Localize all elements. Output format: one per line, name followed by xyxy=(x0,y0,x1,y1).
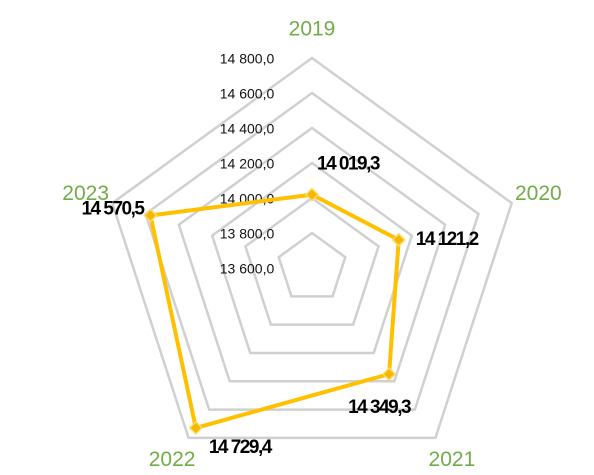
category-label: 2021 xyxy=(429,448,476,471)
value-label: 14 121,2 xyxy=(416,229,479,250)
marker xyxy=(188,420,203,435)
category-label: 2023 xyxy=(62,182,109,205)
marker xyxy=(304,187,320,202)
marker xyxy=(391,232,406,247)
value-label: 14 729,4 xyxy=(209,437,273,458)
grid-ring xyxy=(144,91,480,411)
category-label: 2019 xyxy=(289,18,336,41)
y-tick-label: 14 200,0 xyxy=(220,156,275,172)
grid-ring xyxy=(110,56,514,440)
grid-ring xyxy=(243,196,381,326)
value-label: 14 349,3 xyxy=(348,397,411,418)
category-label: 2022 xyxy=(149,448,196,471)
y-tick-label: 13 800,0 xyxy=(220,226,275,242)
y-tick-label: 14 600,0 xyxy=(220,86,275,102)
value-label: 14 570,5 xyxy=(81,199,145,220)
y-tick-label: 13 600,0 xyxy=(220,261,275,277)
grid-ring xyxy=(277,231,347,298)
grid-ring xyxy=(210,161,414,355)
y-tick-label: 14 800,0 xyxy=(220,51,275,67)
category-label: 2020 xyxy=(515,182,562,205)
value-label: 14 019,3 xyxy=(317,154,380,175)
y-tick-label: 14 400,0 xyxy=(220,121,275,137)
marker xyxy=(143,208,158,223)
series-line xyxy=(148,192,401,430)
marker xyxy=(382,367,397,382)
